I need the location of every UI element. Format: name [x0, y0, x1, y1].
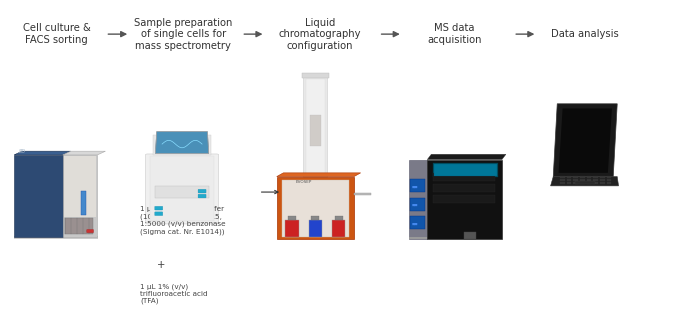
Bar [580, 176, 585, 178]
Bar [600, 182, 605, 184]
Bar [302, 73, 328, 78]
Text: Liquid
chromatography
configuration: Liquid chromatography configuration [279, 17, 361, 51]
Bar [566, 179, 571, 181]
Bar [587, 176, 591, 178]
Bar [607, 179, 611, 181]
Text: Data analysis: Data analysis [551, 29, 619, 39]
Bar [573, 176, 578, 178]
Text: Cell culture &
FACS sorting: Cell culture & FACS sorting [23, 23, 90, 45]
Bar [593, 179, 598, 181]
Bar [573, 182, 578, 184]
Bar [354, 193, 371, 195]
Text: ■■: ■■ [411, 185, 418, 188]
Bar [593, 182, 598, 184]
Bar [286, 220, 299, 237]
Bar [432, 195, 495, 203]
Bar [587, 182, 591, 184]
Bar [432, 173, 495, 181]
Text: Sample preparation
of single cells for
mass spectrometry: Sample preparation of single cells for m… [134, 17, 233, 51]
Bar [566, 176, 571, 178]
Bar [410, 216, 424, 229]
Bar [64, 155, 96, 217]
Bar [432, 184, 495, 192]
FancyBboxPatch shape [87, 229, 93, 233]
Bar [410, 179, 424, 192]
FancyBboxPatch shape [198, 194, 206, 198]
Bar [310, 115, 321, 146]
Bar [410, 198, 424, 211]
Polygon shape [558, 108, 612, 173]
Bar [434, 164, 496, 176]
FancyBboxPatch shape [146, 154, 219, 224]
Bar [81, 191, 86, 215]
Bar [432, 163, 498, 177]
Bar [409, 237, 427, 239]
Bar [156, 186, 209, 198]
Bar [580, 179, 585, 181]
Text: +: + [157, 260, 165, 270]
Bar [560, 182, 564, 184]
Text: ■■: ■■ [411, 203, 418, 207]
Bar [573, 179, 578, 181]
Text: MS data
acquisition: MS data acquisition [427, 23, 482, 45]
Polygon shape [551, 177, 619, 186]
Bar [560, 179, 564, 181]
Bar [153, 135, 211, 155]
Bar [464, 232, 476, 239]
Bar [332, 220, 345, 237]
Polygon shape [14, 151, 71, 155]
Text: 1 µL of digestion buffer
(100 mM TEAB pH 8.5,
1:5000 (v/v) benzonase
(Sigma cat.: 1 µL of digestion buffer (100 mM TEAB pH… [140, 206, 226, 234]
Bar [14, 236, 98, 239]
Polygon shape [277, 173, 360, 177]
Polygon shape [63, 151, 105, 155]
Bar [303, 77, 327, 177]
FancyBboxPatch shape [155, 206, 163, 210]
Bar [600, 179, 605, 181]
Bar [14, 155, 63, 237]
Bar [427, 160, 502, 239]
Bar [63, 155, 97, 237]
Bar [593, 176, 598, 178]
Polygon shape [554, 104, 617, 177]
Text: BD: BD [19, 149, 26, 154]
Bar [580, 182, 585, 184]
Polygon shape [156, 132, 209, 153]
Text: ■■: ■■ [411, 222, 418, 226]
Bar [277, 177, 354, 239]
Bar [607, 176, 611, 178]
Bar [560, 176, 564, 178]
Text: 1 µL 1% (v/v)
trifluoroacetic acid
(TFA): 1 µL 1% (v/v) trifluoroacetic acid (TFA) [140, 283, 207, 304]
Bar [65, 218, 93, 234]
Bar [306, 79, 324, 175]
Bar [288, 216, 296, 220]
Bar [607, 182, 611, 184]
Bar [150, 156, 214, 222]
Text: EVOSEP: EVOSEP [295, 180, 311, 184]
Bar [309, 220, 322, 237]
Bar [566, 182, 571, 184]
Polygon shape [427, 154, 506, 160]
Bar [335, 216, 343, 220]
Bar [282, 180, 349, 237]
Bar [575, 181, 595, 184]
Bar [600, 176, 605, 178]
Bar [409, 160, 427, 239]
FancyBboxPatch shape [198, 189, 206, 193]
FancyBboxPatch shape [155, 212, 163, 216]
Bar [311, 216, 320, 220]
Bar [587, 179, 591, 181]
